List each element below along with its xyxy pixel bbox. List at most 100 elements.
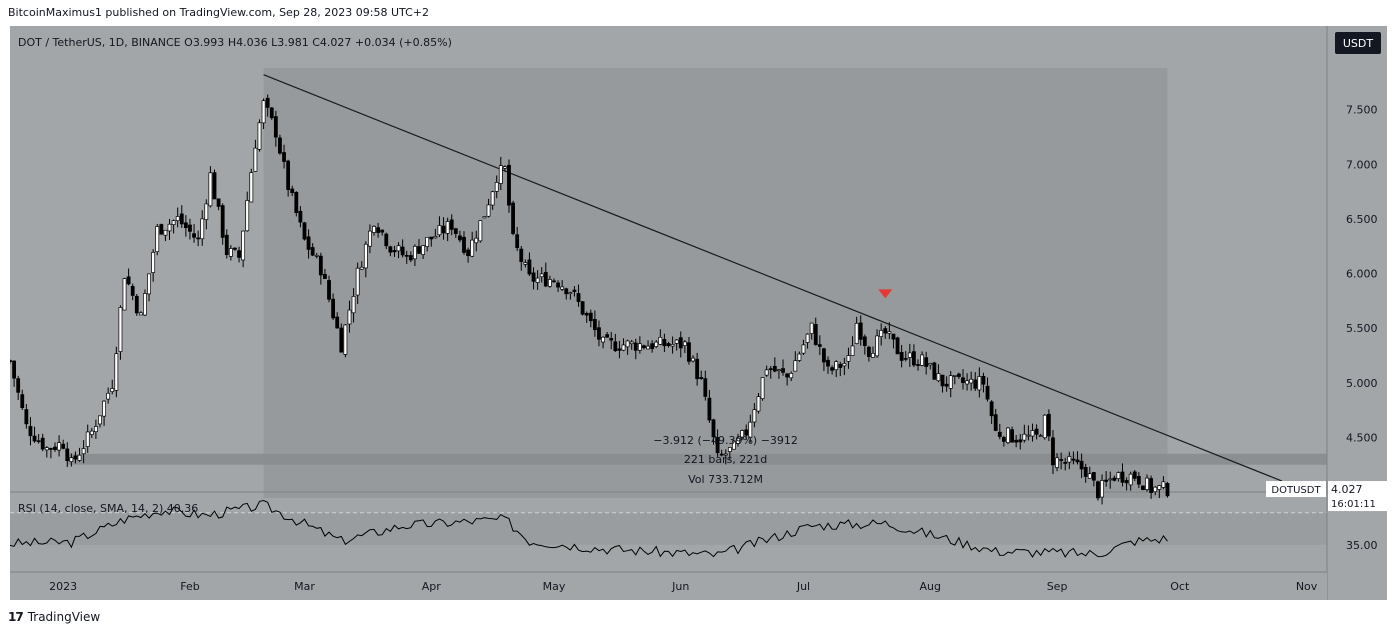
candle-body	[1096, 481, 1100, 499]
symbol-header: DOT / TetherUS, 1D, BINANCE O3.993 H4.03…	[18, 36, 452, 49]
candle	[53, 442, 57, 452]
candle	[785, 372, 790, 386]
candle	[707, 389, 712, 423]
candle-body	[1018, 439, 1023, 443]
candle-body	[437, 225, 442, 236]
candle-body	[858, 322, 863, 340]
candle	[404, 250, 409, 264]
candle-body	[453, 228, 458, 234]
candle-body	[298, 210, 303, 223]
price-tick-label: 5.000	[1346, 377, 1378, 390]
candle	[502, 165, 507, 172]
candle	[511, 200, 515, 236]
candle	[1051, 430, 1055, 475]
candle	[744, 424, 749, 440]
candle	[883, 326, 888, 339]
candle-body	[678, 337, 683, 349]
candle	[879, 323, 884, 346]
candle	[302, 221, 307, 241]
candle-body	[1091, 472, 1096, 481]
price-tick-label: 6.500	[1346, 213, 1378, 226]
candle-body	[597, 327, 601, 340]
currency-badge[interactable]	[1335, 32, 1381, 54]
candle	[1067, 451, 1072, 470]
candle-body	[208, 172, 213, 207]
candle-body	[425, 236, 430, 247]
candle	[200, 210, 205, 246]
candle-body	[801, 344, 806, 354]
candle-body	[789, 372, 794, 379]
trendline[interactable]	[263, 74, 1283, 482]
candle	[916, 359, 920, 371]
candle	[89, 427, 94, 439]
candle-body	[48, 448, 53, 450]
candle-body	[1063, 462, 1068, 464]
candle	[1034, 424, 1039, 440]
candle-body	[269, 107, 274, 119]
candle	[179, 205, 184, 229]
candle-body	[10, 360, 12, 362]
candle	[286, 159, 291, 197]
candle-body	[674, 339, 679, 344]
candle	[813, 317, 818, 346]
candle-body	[785, 373, 790, 378]
candle	[789, 371, 794, 382]
candle-body	[924, 357, 929, 367]
candle-body	[719, 453, 724, 456]
candle-body	[143, 293, 147, 316]
candle	[245, 191, 250, 232]
candle-body	[237, 250, 241, 258]
price-chart[interactable]: 7.5007.0006.5006.0005.5005.0004.50075.00…	[10, 26, 1387, 600]
price-tick-label: 6.000	[1346, 268, 1378, 281]
candle	[862, 334, 867, 355]
candle	[130, 283, 135, 301]
candle	[368, 224, 372, 254]
candle-body	[138, 312, 143, 316]
candle	[809, 322, 814, 340]
candle-body	[462, 236, 466, 253]
candle-body	[343, 324, 348, 355]
candle	[768, 365, 773, 379]
candle	[1042, 414, 1047, 440]
candle-body	[969, 378, 974, 384]
candle-body	[507, 164, 511, 206]
candle-body	[965, 380, 969, 385]
candle	[208, 166, 213, 208]
candle-body	[1079, 460, 1084, 470]
candle	[642, 344, 646, 350]
candle	[940, 374, 945, 393]
tradingview-logo[interactable]: 17 TradingView	[8, 610, 100, 624]
candle-body	[404, 254, 409, 257]
candle	[637, 336, 642, 354]
candle-body	[629, 341, 634, 345]
candle-body	[228, 248, 233, 257]
candle-body	[1149, 478, 1154, 493]
candle-body	[1157, 485, 1162, 490]
candle-body	[809, 322, 814, 334]
candle	[609, 331, 614, 350]
candle	[1075, 451, 1080, 465]
publisher-line: BitcoinMaximus1 published on TradingView…	[8, 6, 429, 19]
candle	[752, 403, 757, 428]
candle	[351, 288, 356, 323]
candle	[687, 336, 691, 365]
candle	[171, 219, 176, 234]
candle-body	[130, 285, 135, 296]
candle	[736, 433, 740, 447]
candle	[715, 429, 720, 457]
candle	[805, 333, 810, 349]
candle-body	[32, 435, 37, 442]
candle	[826, 356, 830, 374]
candle	[961, 369, 965, 390]
support-zone	[67, 453, 1327, 465]
candle	[1165, 481, 1170, 498]
candle-body	[85, 431, 90, 447]
candle-body	[519, 248, 524, 262]
candle-body	[715, 437, 720, 454]
candle	[560, 280, 565, 292]
candle	[126, 268, 131, 286]
candle	[924, 351, 929, 375]
candle-body	[646, 345, 650, 350]
candle-body	[98, 415, 102, 425]
candle	[1100, 474, 1104, 505]
